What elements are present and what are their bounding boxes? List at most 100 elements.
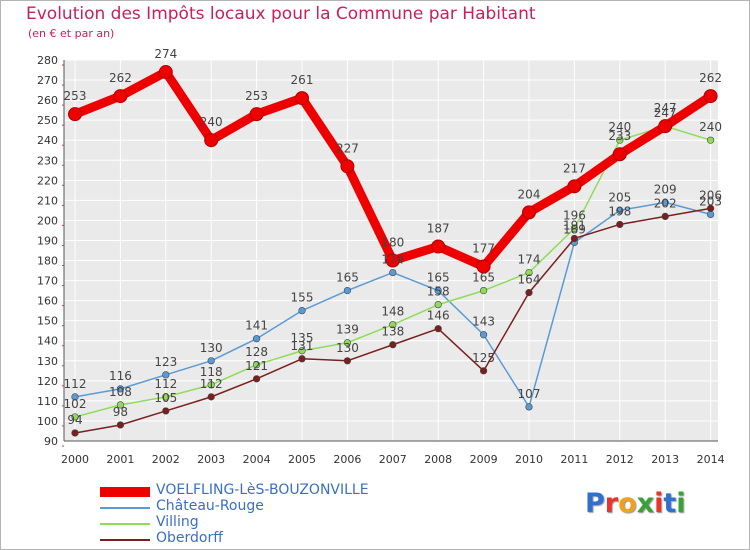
data-label: 203 — [699, 194, 722, 208]
logo-letter: i — [654, 488, 664, 519]
data-point — [570, 224, 579, 233]
data-label: 262 — [699, 71, 722, 85]
data-point — [253, 335, 261, 343]
x-tick-label: 2013 — [651, 453, 679, 466]
data-label: 253 — [245, 89, 268, 103]
y-tick-label: 250 — [37, 114, 58, 127]
data-label: 108 — [109, 385, 132, 399]
data-label: 202 — [654, 196, 677, 210]
data-label: 112 — [154, 377, 177, 391]
data-label: 146 — [427, 309, 450, 323]
data-label: 233 — [608, 129, 631, 143]
data-label: 206 — [699, 188, 722, 202]
data-point — [343, 357, 352, 365]
data-point — [116, 401, 124, 409]
data-label: 165 — [472, 271, 495, 285]
data-label: 128 — [245, 345, 268, 359]
y-tick-label: 240 — [37, 134, 58, 147]
data-label: 105 — [154, 391, 177, 405]
y-tick-label: 280 — [37, 54, 58, 67]
data-label: 139 — [336, 323, 359, 337]
data-point — [207, 393, 215, 401]
chart-title: Evolution des Impôts locaux pour la Comm… — [26, 4, 536, 24]
data-label: 174 — [381, 253, 404, 267]
data-point — [71, 413, 79, 421]
proxiti-logo: Proxiti — [585, 488, 686, 519]
y-tick-label: 120 — [37, 375, 58, 388]
data-label: 123 — [154, 355, 177, 369]
legend-swatch — [100, 507, 150, 509]
legend-swatch — [100, 487, 150, 497]
data-point — [476, 259, 491, 274]
data-point — [253, 375, 261, 383]
data-label: 217 — [563, 161, 586, 175]
data-point — [116, 385, 124, 393]
y-tick-label: 110 — [37, 395, 58, 408]
data-label: 165 — [336, 271, 359, 285]
data-point — [480, 331, 488, 339]
data-point — [525, 268, 533, 277]
data-label: 191 — [563, 218, 586, 232]
data-label: 247 — [654, 101, 677, 115]
data-point — [298, 307, 306, 315]
logo-letter: o — [618, 488, 637, 519]
data-point — [298, 355, 306, 363]
data-label: 240 — [608, 120, 631, 134]
data-point — [431, 239, 446, 254]
data-label: 98 — [113, 405, 128, 419]
x-tick-label: 2006 — [333, 453, 361, 466]
logo-letter: x — [636, 488, 655, 519]
data-point — [434, 325, 442, 333]
logo-letter: P — [585, 488, 605, 519]
legend-swatch — [100, 523, 150, 525]
data-point — [158, 65, 173, 80]
data-point — [71, 393, 79, 401]
y-tick-label: 160 — [37, 295, 58, 308]
data-label: 174 — [518, 253, 541, 267]
data-point — [162, 371, 170, 379]
data-label: 155 — [291, 291, 314, 305]
data-point — [298, 347, 306, 355]
data-point — [616, 220, 624, 229]
data-label: 143 — [472, 315, 495, 329]
data-label: 107 — [518, 387, 541, 401]
data-label: 94 — [67, 413, 82, 427]
data-label: 112 — [200, 377, 223, 391]
y-tick-label: 140 — [37, 335, 58, 348]
x-tick-label: 2009 — [470, 453, 498, 466]
x-tick-label: 2002 — [152, 453, 180, 466]
y-tick-label: 220 — [37, 174, 58, 187]
y-tick-label: 90 — [44, 435, 58, 448]
data-label: 130 — [200, 341, 223, 355]
data-point — [162, 407, 170, 415]
data-point — [434, 301, 442, 309]
data-point — [389, 321, 397, 329]
x-tick-label: 2008 — [424, 453, 452, 466]
data-point — [116, 421, 124, 429]
data-point — [661, 212, 669, 221]
legend-label: Château-Rouge — [156, 498, 264, 514]
data-label: 180 — [381, 236, 404, 250]
y-tick-label: 270 — [37, 74, 58, 87]
legend-label: Oberdorff — [156, 530, 223, 546]
data-point — [340, 159, 355, 174]
data-label: 135 — [291, 331, 314, 345]
logo-letter: t — [663, 488, 677, 519]
data-label: 141 — [245, 319, 268, 333]
x-tick-label: 2010 — [515, 453, 543, 466]
x-tick-label: 2007 — [379, 453, 407, 466]
data-label: 205 — [608, 190, 631, 204]
data-label: 131 — [291, 339, 314, 353]
y-tick-label: 100 — [37, 415, 58, 428]
data-label: 204 — [518, 187, 541, 201]
y-tick-label: 190 — [37, 234, 58, 247]
data-label: 187 — [427, 221, 450, 235]
data-label: 247 — [654, 106, 677, 120]
data-point — [616, 136, 624, 144]
data-point — [525, 403, 533, 411]
data-point — [706, 204, 715, 212]
data-point — [661, 198, 669, 206]
data-point — [113, 89, 128, 104]
data-label: 189 — [563, 222, 586, 236]
data-point — [706, 210, 715, 219]
